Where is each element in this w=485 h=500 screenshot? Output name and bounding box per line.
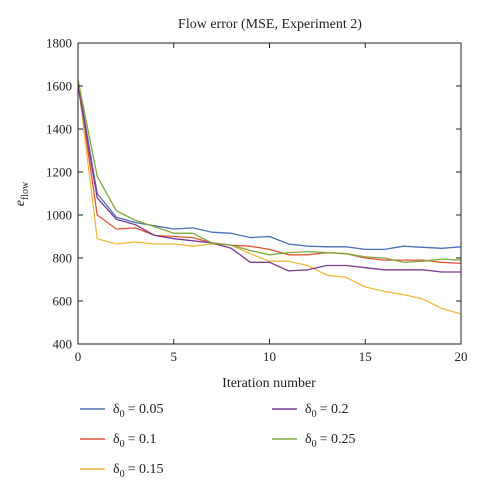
x-tick-label: 10 (263, 349, 276, 364)
legend-label-value: = 0.25 (320, 432, 356, 447)
x-tick-label: 20 (455, 349, 468, 364)
ticks-layer: 0 5 10 15 20 400 600 800 1000 1200 1400 1600 1800 (46, 36, 468, 365)
plot-frame (77, 42, 462, 345)
legend-label-symbol: δ (305, 402, 312, 417)
series-line-4 (78, 85, 461, 273)
legend-label: δ0 = 0.05 (113, 402, 164, 420)
y-tick-label: 1800 (46, 36, 72, 51)
legend-label-subscript: 0 (120, 439, 125, 450)
series-line-5 (78, 79, 461, 263)
legend-label-subscript: 0 (312, 439, 317, 450)
legend-label-value: = 0.15 (128, 462, 164, 477)
legend-label-symbol: δ (113, 402, 120, 417)
legend-item-5: δ0 = 0.25 (272, 432, 356, 450)
y-tick-label: 1600 (46, 79, 72, 94)
y-tick-label: 1200 (46, 165, 72, 180)
legend-label-symbol: δ (113, 432, 120, 447)
legend-label-symbol: δ (305, 432, 312, 447)
legend-label: δ0 = 0.2 (305, 402, 349, 420)
y-axis-label-subscript: flow (20, 181, 31, 200)
series-line-2 (78, 81, 461, 265)
x-tick-label: 0 (75, 349, 82, 364)
y-tick-label: 1000 (46, 208, 72, 223)
y-tick-label: 600 (53, 294, 73, 309)
x-tick-label: 15 (359, 349, 372, 364)
legend-label: δ0 = 0.25 (305, 432, 356, 450)
series-layer (78, 79, 461, 315)
legend-label-value: = 0.1 (128, 432, 157, 447)
legend-label: δ0 = 0.15 (113, 462, 164, 480)
series-line-1 (78, 81, 461, 251)
x-axis-label: Iteration number (222, 376, 316, 391)
legend-label-symbol: δ (113, 462, 120, 477)
y-tick-label: 1400 (46, 122, 72, 137)
x-tick-label: 5 (171, 349, 178, 364)
legend-item-2: δ0 = 0.1 (80, 432, 157, 450)
y-tick-label: 400 (53, 337, 73, 352)
y-axis-label: eflow (13, 181, 31, 206)
legend-label-subscript: 0 (120, 409, 125, 420)
legend-label: δ0 = 0.1 (113, 432, 157, 450)
legend-label-value: = 0.2 (320, 402, 349, 417)
legend-label-value: = 0.05 (128, 402, 164, 417)
series-line-3 (78, 81, 461, 315)
legend-label-subscript: 0 (120, 469, 125, 480)
y-tick-label: 800 (53, 251, 73, 266)
legend-item-4: δ0 = 0.2 (272, 402, 349, 420)
chart-title: Flow error (MSE, Experiment 2) (178, 17, 362, 32)
legend-label-subscript: 0 (312, 409, 317, 420)
legend-item-1: δ0 = 0.05 (80, 402, 164, 420)
legend-item-3: δ0 = 0.15 (80, 462, 164, 480)
y-axis-label-main: e (13, 200, 28, 206)
